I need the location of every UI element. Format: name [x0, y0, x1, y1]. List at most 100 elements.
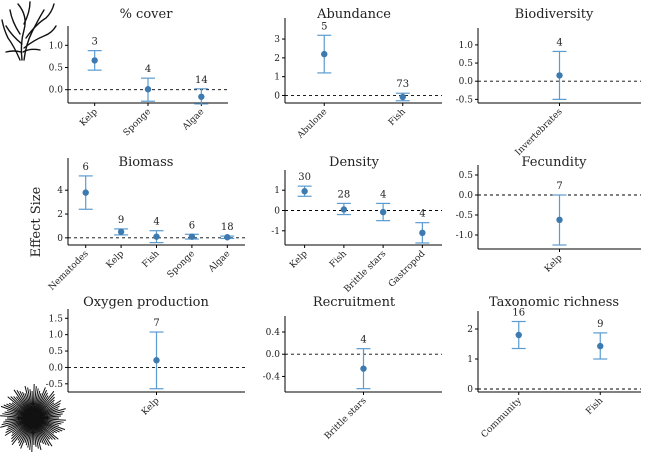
y-tick-label: 1.0	[49, 41, 64, 51]
sample-size-label: 6	[83, 162, 89, 173]
x-tick-label: Kelp	[105, 249, 127, 271]
panel-title: Recruitment	[313, 295, 396, 310]
x-tick-label: Invertebrates	[514, 107, 565, 158]
x-tick-label: Kelp	[543, 253, 565, 275]
data-point	[301, 188, 308, 195]
panel-title: Fecundity	[521, 155, 587, 170]
kelp-icon	[1, 1, 57, 61]
y-tick-label: 3	[274, 35, 280, 45]
sample-size-label: 18	[221, 222, 234, 233]
panel-title: Biodiversity	[515, 7, 594, 22]
x-tick-label: Algae	[206, 249, 232, 275]
sample-size-label: 28	[338, 189, 351, 200]
y-tick-label: -1	[271, 227, 280, 237]
panel-3: Biomass 0 2 4 Nematodes 6 Kelp 9 Fish 4 Sponge 6 Alg…	[47, 155, 245, 293]
y-tick-label: 0.5	[49, 347, 64, 357]
sample-size-label: 9	[118, 215, 124, 226]
data-point	[556, 72, 563, 79]
x-tick-label: Kelp	[288, 249, 310, 271]
panel-6: Oxygen production 1.5 1.0 0.5 0.0 -0.5 Kelp 7	[46, 295, 245, 418]
data-point	[556, 216, 563, 223]
data-point	[379, 208, 387, 216]
data-point	[515, 331, 522, 339]
panel-title: Taxonomic richness	[489, 295, 619, 310]
sample-size-label: 16	[512, 308, 525, 319]
y-tick-label: 0.0	[459, 77, 474, 87]
data-point	[360, 365, 367, 372]
x-tick-label: Fish	[328, 249, 349, 270]
x-tick-label: Brittle stars	[343, 249, 389, 295]
data-point	[198, 93, 205, 100]
data-point	[340, 206, 348, 213]
x-tick-label: Sponge	[166, 249, 197, 280]
y-tick-label: 1.5	[49, 314, 64, 324]
y-tick-label: 0.0	[49, 363, 64, 373]
data-point	[153, 233, 160, 240]
x-tick-label: Gastropod	[387, 249, 428, 290]
sample-size-label: 6	[189, 220, 195, 231]
panel-5: Fecundity 0.5 0.0 -0.5 -1.0 Kelp 7	[456, 155, 641, 275]
x-tick-label: Kelp	[140, 396, 162, 418]
y-tick-label: 4	[57, 186, 63, 196]
data-point	[321, 50, 328, 58]
x-tick-label: Fish	[141, 249, 162, 270]
y-tick-label: 2	[57, 210, 63, 220]
panel-7: Recruitment 0.4 0.0 -0.4 Brittle stars 4	[263, 295, 442, 442]
x-tick-label: Fish	[584, 396, 605, 417]
sample-size-label: 4	[419, 209, 425, 220]
sample-size-label: 73	[396, 79, 409, 90]
sample-size-label: 14	[195, 75, 208, 86]
x-tick-label: Sponge	[122, 107, 153, 138]
x-tick-label: Community	[480, 395, 525, 440]
data-point	[597, 342, 604, 350]
panel-8: Taxonomic richness 2 1 0 Community 16 Fish 9	[467, 295, 641, 440]
y-tick-label: 0.5	[49, 64, 64, 74]
x-tick-label: Abulone	[295, 107, 329, 141]
data-point	[144, 86, 152, 93]
urchin-body	[23, 408, 43, 428]
y-tick-label: 1.0	[49, 331, 64, 341]
y-tick-label: 0	[57, 234, 63, 244]
sample-size-label: 5	[321, 21, 327, 32]
y-tick-label: 2	[274, 54, 280, 64]
y-tick-label: 1	[274, 73, 280, 83]
data-point	[117, 228, 125, 236]
x-tick-label: Fish	[387, 107, 408, 128]
y-tick-label: -1.0	[456, 231, 474, 241]
sample-size-label: 4	[145, 64, 151, 75]
urchin-icon	[0, 384, 66, 452]
y-tick-label: -0.5	[46, 380, 64, 390]
sample-size-label: 4	[153, 217, 159, 228]
y-axis-label: Effect Size	[29, 186, 44, 257]
panel-0: % cover 0.0 0.5 1.0 Kelp 3 Sponge 4 Algae 14	[49, 7, 228, 138]
panel-title: % cover	[120, 7, 174, 22]
sample-size-label: 4	[556, 37, 562, 48]
panel-4: Density -1 0 1 Kelp 30 Fish 28 Brittle stars 4 Gas…	[271, 155, 442, 295]
y-tick-label: 1	[274, 186, 280, 196]
x-tick-label: Nematodes	[47, 249, 91, 293]
data-point	[153, 357, 160, 364]
x-tick-label: Algae	[180, 107, 206, 133]
y-tick-label: -0.5	[456, 211, 474, 221]
data-point	[82, 189, 89, 196]
y-tick-label: 0.4	[266, 328, 281, 338]
panel-title: Density	[329, 155, 380, 170]
y-tick-label: 0.5	[459, 171, 474, 181]
y-tick-label: 1	[467, 355, 473, 365]
sample-size-label: 3	[91, 37, 97, 48]
sample-size-label: 9	[597, 319, 603, 330]
x-tick-label: Kelp	[78, 107, 100, 129]
sample-size-label: 7	[556, 181, 562, 192]
y-tick-label: 0.0	[49, 86, 64, 96]
panel-2: Biodiversity -0.5 0.0 0.5 1.0 Invertebrates 4	[456, 7, 641, 158]
y-tick-label: 2	[467, 325, 473, 335]
y-tick-label: -0.5	[456, 95, 474, 105]
y-tick-label: -0.4	[263, 372, 281, 382]
data-point	[419, 229, 426, 237]
y-tick-label: 0	[467, 385, 473, 395]
panel-title: Abundance	[316, 7, 391, 22]
y-tick-label: 0.0	[266, 350, 281, 360]
data-point	[188, 233, 196, 240]
data-point	[91, 57, 98, 64]
